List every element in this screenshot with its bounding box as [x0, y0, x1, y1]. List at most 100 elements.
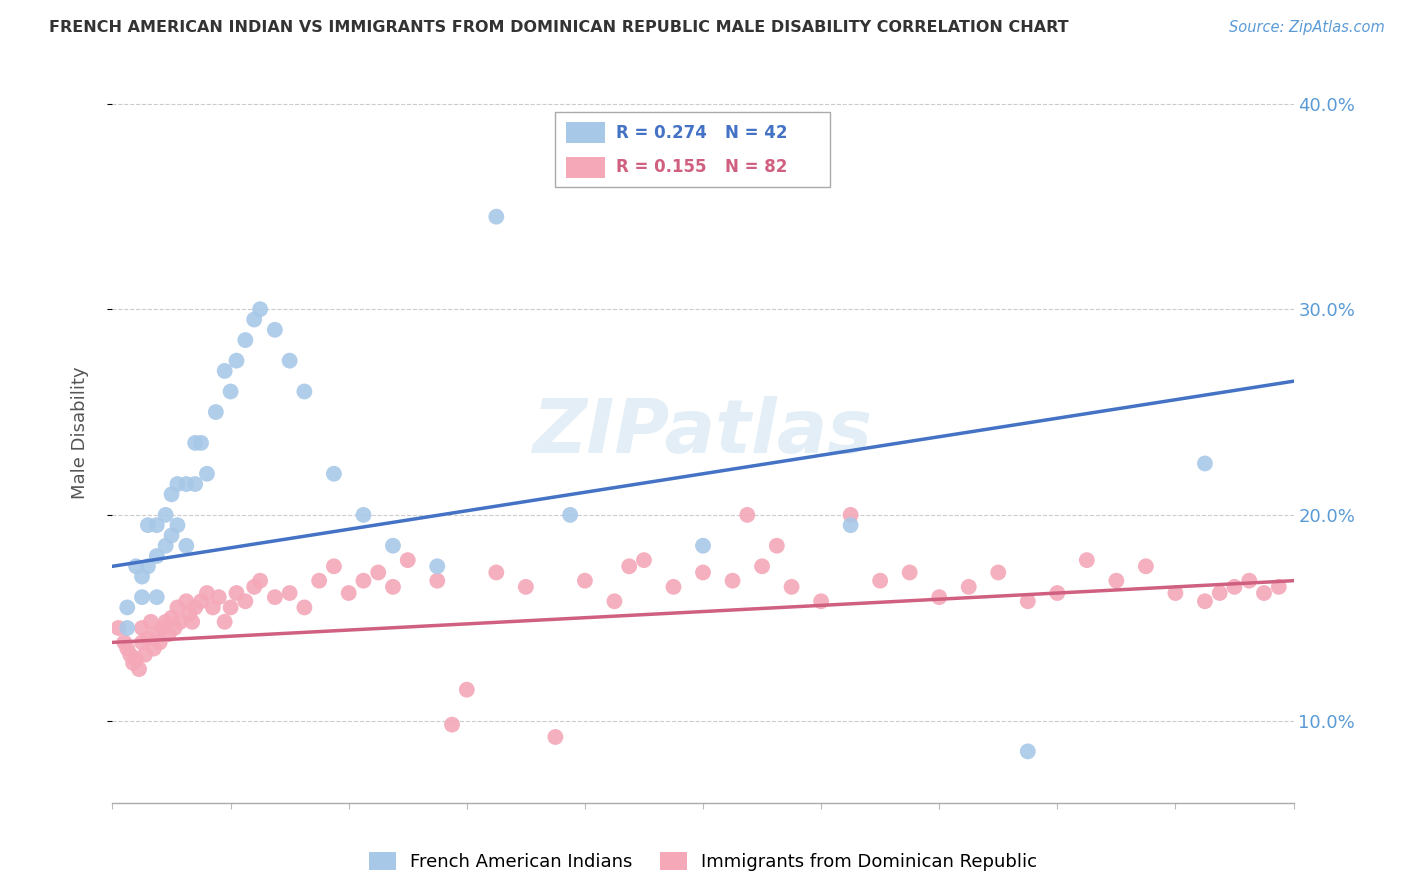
Point	[987, 566, 1010, 580]
Point	[157, 627, 180, 641]
Point	[810, 594, 832, 608]
Point	[184, 600, 207, 615]
Point	[382, 580, 405, 594]
Point	[169, 615, 191, 629]
Point	[243, 312, 266, 326]
Point	[1253, 586, 1275, 600]
Point	[1046, 586, 1069, 600]
Point	[155, 508, 177, 522]
Text: Source: ZipAtlas.com: Source: ZipAtlas.com	[1229, 20, 1385, 35]
Point	[155, 615, 177, 629]
Point	[1194, 457, 1216, 471]
Point	[184, 477, 207, 491]
Point	[1076, 553, 1098, 567]
Point	[352, 574, 374, 588]
Point	[208, 590, 231, 604]
Point	[152, 621, 174, 635]
Point	[278, 586, 301, 600]
Point	[869, 574, 891, 588]
Point	[633, 553, 655, 567]
Point	[574, 574, 596, 588]
Point	[122, 656, 145, 670]
Point	[292, 384, 315, 399]
Point	[117, 600, 138, 615]
Point	[1208, 586, 1232, 600]
Point	[603, 594, 626, 608]
Point	[146, 549, 169, 563]
Point	[233, 594, 256, 608]
Bar	[567, 122, 605, 144]
Point	[181, 615, 204, 629]
Point	[120, 648, 142, 662]
Point	[619, 559, 641, 574]
Point	[928, 590, 950, 604]
Point	[155, 539, 177, 553]
Point	[898, 566, 921, 580]
Point	[780, 580, 803, 594]
Point	[146, 590, 169, 604]
Point	[692, 566, 714, 580]
Point	[125, 559, 148, 574]
Point	[205, 405, 228, 419]
Point	[721, 574, 744, 588]
Point	[163, 621, 186, 635]
Point	[201, 600, 224, 615]
Point	[1135, 559, 1157, 574]
Text: R = 0.274: R = 0.274	[616, 124, 707, 142]
Point	[136, 559, 159, 574]
Point	[1268, 580, 1291, 594]
Point	[160, 487, 183, 501]
Point	[195, 467, 218, 481]
Point	[195, 586, 218, 600]
Point	[264, 590, 287, 604]
Point	[146, 518, 169, 533]
Point	[426, 559, 449, 574]
Point	[219, 384, 242, 399]
Point	[1017, 594, 1039, 608]
Point	[136, 632, 159, 646]
Point	[134, 648, 156, 662]
Point	[190, 594, 212, 608]
Point	[957, 580, 980, 594]
Point	[174, 539, 197, 553]
Point	[174, 477, 197, 491]
Point	[166, 477, 188, 491]
Point	[558, 508, 582, 522]
Point	[1223, 580, 1246, 594]
Point	[107, 621, 129, 635]
Point	[190, 436, 212, 450]
Point	[323, 559, 346, 574]
Point	[692, 539, 714, 553]
Text: FRENCH AMERICAN INDIAN VS IMMIGRANTS FROM DOMINICAN REPUBLIC MALE DISABILITY COR: FRENCH AMERICAN INDIAN VS IMMIGRANTS FRO…	[49, 20, 1069, 35]
Point	[136, 518, 159, 533]
Point	[426, 574, 449, 588]
Point	[1239, 574, 1261, 588]
Point	[179, 607, 201, 621]
Point	[117, 621, 138, 635]
Point	[456, 682, 478, 697]
Point	[166, 518, 188, 533]
Legend: French American Indians, Immigrants from Dominican Republic: French American Indians, Immigrants from…	[361, 845, 1045, 879]
Point	[544, 730, 567, 744]
Point	[146, 627, 169, 641]
Point	[131, 569, 153, 583]
Point	[233, 333, 256, 347]
Point	[149, 635, 172, 649]
Point	[214, 615, 236, 629]
Point	[264, 323, 287, 337]
Point	[131, 590, 153, 604]
Point	[382, 539, 405, 553]
Point	[515, 580, 537, 594]
Point	[128, 662, 150, 676]
Point	[485, 210, 508, 224]
Point	[751, 559, 773, 574]
Point	[485, 566, 508, 580]
Point	[125, 652, 148, 666]
Point	[278, 353, 301, 368]
Point	[396, 553, 419, 567]
Point	[243, 580, 266, 594]
Point	[174, 594, 197, 608]
Y-axis label: Male Disability: Male Disability	[70, 367, 89, 499]
Point	[225, 353, 247, 368]
Point	[441, 717, 464, 731]
